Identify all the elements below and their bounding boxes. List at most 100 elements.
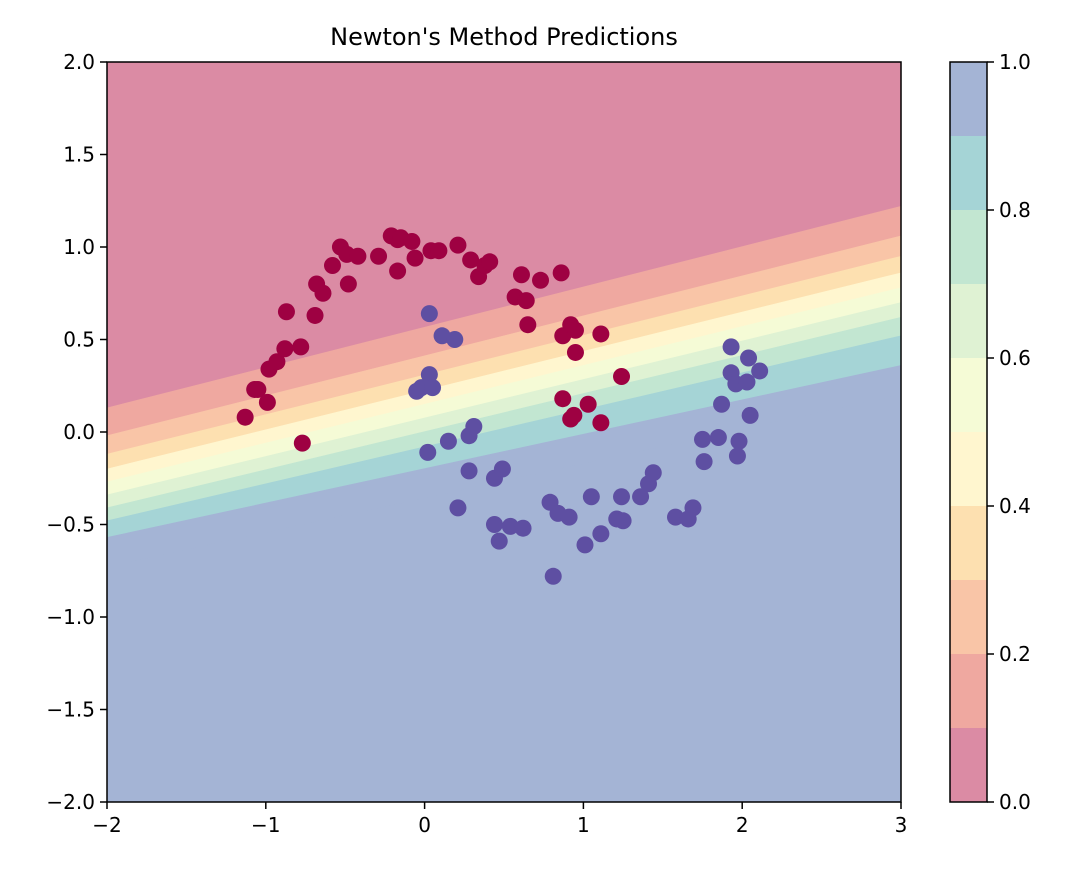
x-tick-label: 2 bbox=[736, 813, 749, 837]
data-point bbox=[544, 567, 562, 585]
data-point bbox=[446, 331, 464, 348]
y-tick-label: −0.5 bbox=[46, 513, 95, 537]
y-tick-label: 0.0 bbox=[63, 420, 95, 444]
chart-title: Newton's Method Predictions bbox=[330, 23, 678, 51]
data-point bbox=[490, 532, 508, 550]
data-point bbox=[554, 390, 572, 408]
data-point bbox=[339, 275, 357, 293]
data-point bbox=[403, 232, 421, 250]
data-point bbox=[592, 325, 610, 343]
colorbar-segment bbox=[950, 358, 987, 432]
data-point bbox=[514, 519, 532, 537]
data-point bbox=[566, 343, 584, 361]
data-point bbox=[512, 266, 530, 284]
contour-band bbox=[107, 62, 901, 409]
decision-contour bbox=[107, 62, 901, 802]
data-point bbox=[592, 525, 610, 543]
data-point bbox=[449, 499, 467, 517]
x-axis: −2 −1 0 1 2 3 bbox=[92, 802, 907, 837]
y-tick-label: −1.0 bbox=[46, 605, 95, 629]
data-point bbox=[709, 429, 727, 447]
data-point bbox=[349, 247, 367, 265]
colorbar-tick-label: 0.0 bbox=[999, 790, 1031, 814]
data-point bbox=[713, 395, 731, 413]
x-tick-label: 1 bbox=[577, 813, 590, 837]
y-axis: −2.0 −1.5 −1.0 −0.5 0.0 0.5 1.0 1.5 2.0 bbox=[46, 50, 107, 814]
data-point bbox=[276, 340, 294, 358]
colorbar-tick-label: 0.2 bbox=[999, 642, 1031, 666]
colorbar-segment bbox=[950, 62, 987, 136]
data-point bbox=[730, 432, 748, 450]
data-point bbox=[465, 417, 483, 435]
data-point bbox=[613, 488, 631, 506]
colorbar-tick-label: 0.4 bbox=[999, 494, 1031, 518]
data-point bbox=[406, 249, 424, 267]
data-point bbox=[738, 373, 756, 391]
data-point bbox=[740, 349, 758, 367]
x-tick-label: 3 bbox=[895, 813, 908, 837]
data-point bbox=[722, 338, 740, 356]
data-point bbox=[614, 512, 632, 530]
colorbar-segment bbox=[950, 728, 987, 802]
data-point bbox=[519, 316, 537, 334]
data-point bbox=[751, 362, 769, 380]
data-point bbox=[644, 464, 662, 482]
colorbar-segment bbox=[950, 284, 987, 358]
data-point bbox=[481, 253, 499, 271]
contour-band bbox=[107, 272, 901, 483]
data-point bbox=[517, 292, 535, 310]
data-point bbox=[449, 236, 467, 254]
contour-band bbox=[107, 335, 901, 538]
contour-band bbox=[107, 394, 901, 802]
data-point bbox=[632, 488, 650, 506]
x-tick-label: 0 bbox=[418, 813, 431, 837]
data-point bbox=[389, 262, 407, 280]
colorbar-tick-label: 0.8 bbox=[999, 198, 1031, 222]
data-point bbox=[460, 462, 478, 480]
data-point bbox=[728, 447, 746, 465]
data-point bbox=[424, 379, 442, 397]
data-point bbox=[420, 366, 438, 384]
y-tick-label: −1.5 bbox=[46, 698, 95, 722]
data-point bbox=[268, 353, 286, 371]
scatter-points bbox=[236, 227, 769, 585]
data-point bbox=[552, 264, 570, 282]
data-point bbox=[323, 257, 341, 274]
x-tick-label: −2 bbox=[92, 813, 121, 837]
colorbar-segment bbox=[950, 506, 987, 580]
contour-band bbox=[107, 255, 901, 470]
data-point bbox=[565, 406, 583, 424]
contour-band bbox=[107, 316, 901, 522]
colorbar-segment bbox=[950, 210, 987, 284]
x-tick-label: −1 bbox=[251, 813, 280, 837]
data-point bbox=[293, 434, 311, 452]
data-point bbox=[741, 406, 759, 424]
colorbar-segment bbox=[950, 136, 987, 210]
data-point bbox=[430, 242, 448, 260]
data-point bbox=[695, 453, 713, 471]
data-point bbox=[439, 432, 457, 450]
data-point bbox=[532, 271, 550, 289]
contour-band bbox=[107, 205, 901, 437]
data-point bbox=[485, 516, 503, 533]
data-point bbox=[236, 408, 254, 426]
data-point bbox=[306, 306, 324, 324]
data-point bbox=[493, 460, 511, 478]
colorbar-segment bbox=[950, 432, 987, 506]
data-point bbox=[419, 443, 437, 461]
y-tick-label: −2.0 bbox=[46, 790, 95, 814]
data-point bbox=[592, 414, 610, 432]
data-point bbox=[462, 251, 480, 269]
data-point bbox=[576, 536, 594, 554]
y-tick-label: 1.0 bbox=[63, 235, 95, 259]
data-point bbox=[370, 247, 388, 265]
data-point bbox=[667, 508, 685, 526]
y-tick-label: 1.5 bbox=[63, 143, 95, 167]
data-point bbox=[694, 430, 711, 448]
data-point bbox=[566, 321, 584, 339]
data-point bbox=[249, 380, 267, 398]
colorbar-tick-label: 0.6 bbox=[999, 346, 1031, 370]
data-point bbox=[420, 305, 438, 323]
colorbar: 0.0 0.2 0.4 0.6 0.8 1.0 bbox=[949, 50, 1031, 814]
colorbar-tick-label: 1.0 bbox=[999, 50, 1031, 74]
